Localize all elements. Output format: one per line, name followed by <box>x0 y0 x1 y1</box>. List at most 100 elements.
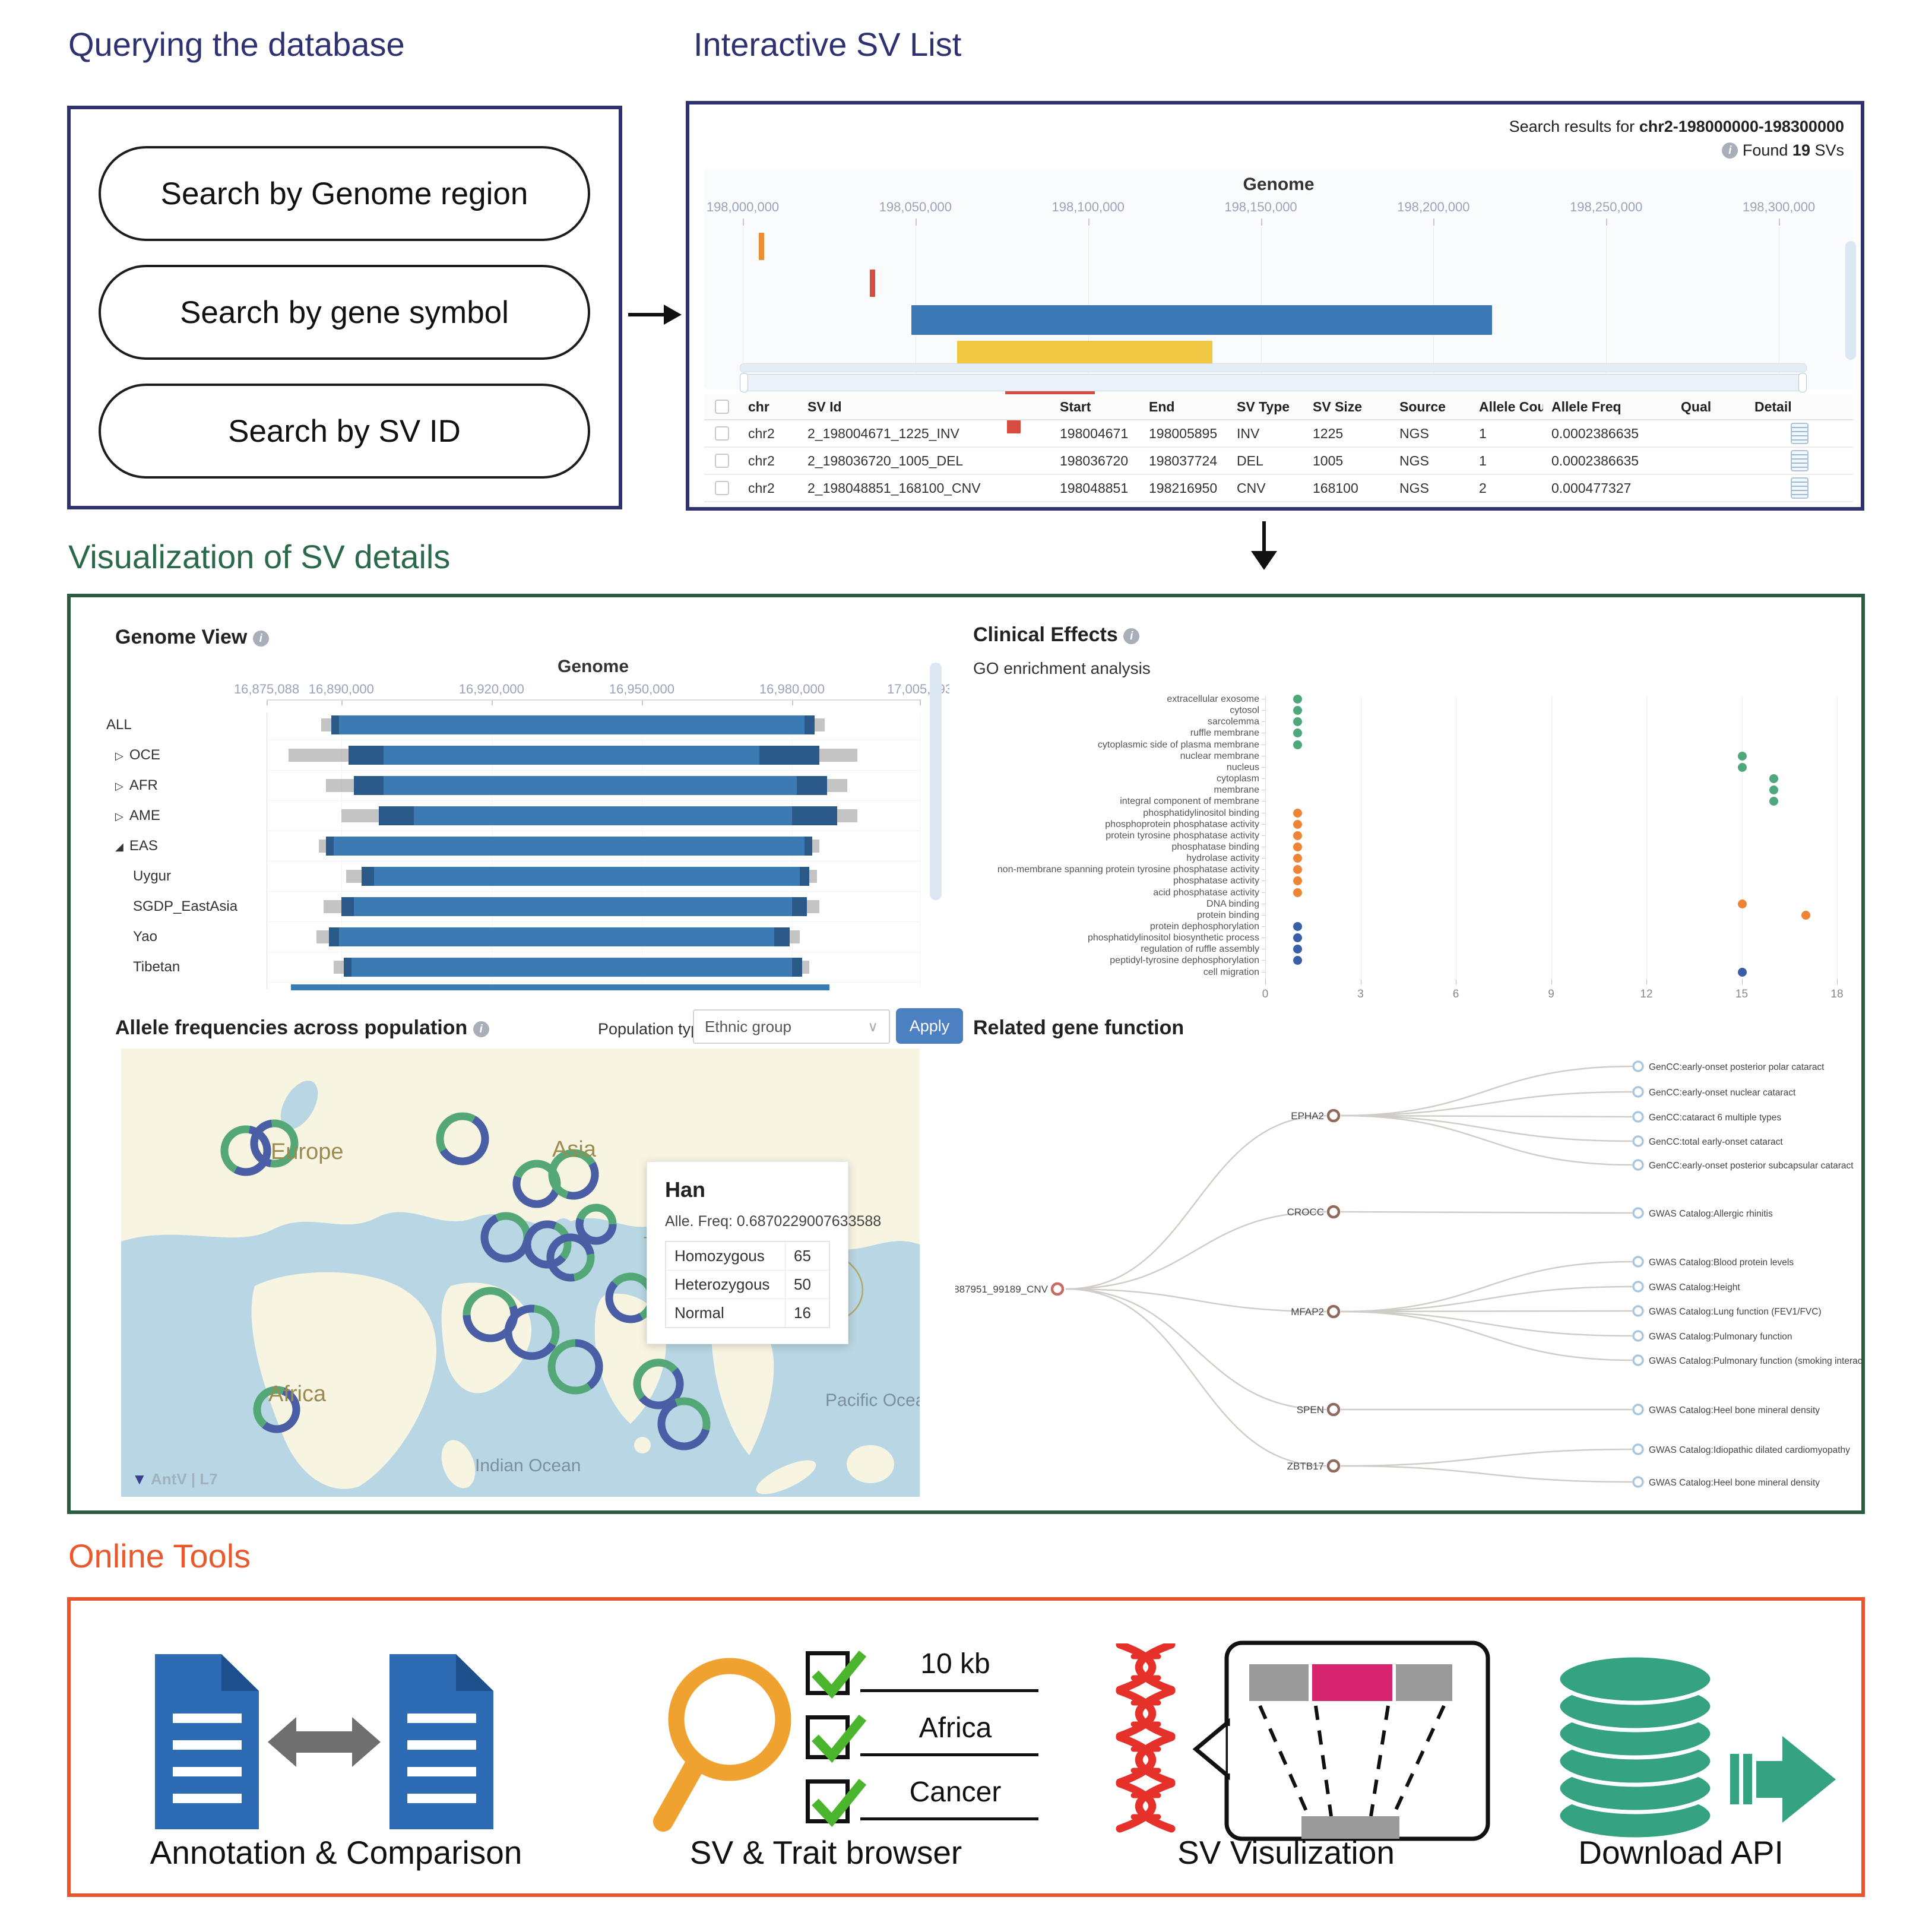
table-cell[interactable] <box>704 475 740 502</box>
detail-icon[interactable] <box>1791 450 1809 471</box>
go-term-dot[interactable] <box>1293 888 1302 897</box>
brush-handle-right[interactable] <box>1798 373 1807 392</box>
allele-donut-blue[interactable] <box>544 1145 603 1203</box>
gv-bar[interactable] <box>328 927 790 946</box>
table-cell[interactable] <box>1673 475 1746 502</box>
gene-node[interactable] <box>1326 1304 1341 1319</box>
allele-donut-blue[interactable] <box>656 1396 711 1451</box>
apply-button[interactable]: Apply <box>896 1008 963 1044</box>
tool-download-api[interactable]: Download API <box>1578 1834 1784 1871</box>
go-term-dot[interactable] <box>1293 706 1302 715</box>
population-row-label[interactable]: ▷ AME <box>115 807 160 824</box>
go-term-dot[interactable] <box>1293 717 1302 727</box>
go-term-dot[interactable] <box>1737 967 1747 977</box>
tool-sv-trait-browser[interactable]: SV & Trait browser <box>689 1834 962 1871</box>
table-cell[interactable] <box>1673 420 1746 448</box>
table-cell[interactable]: 2_198036720_1005_DEL <box>799 448 1051 475</box>
table-cell[interactable]: NGS <box>1391 420 1471 448</box>
row-checkbox[interactable] <box>715 481 729 495</box>
allele-donut-blue[interactable] <box>601 1269 660 1327</box>
table-cell[interactable]: INV <box>1228 420 1304 448</box>
sv-bar[interactable] <box>759 233 765 260</box>
gv-bar[interactable] <box>331 715 815 734</box>
population-row-label[interactable]: ▷ OCE <box>115 747 160 763</box>
gene-node[interactable] <box>1326 1108 1341 1123</box>
go-term-dot[interactable] <box>1769 797 1778 806</box>
collapsed-tree-toggle-icon[interactable]: ▷ <box>115 750 123 762</box>
table-cell[interactable]: 1225 <box>1304 420 1391 448</box>
table-cell[interactable] <box>704 420 740 448</box>
population-type-select[interactable]: Ethnic group ∨ <box>693 1009 890 1044</box>
go-term-dot[interactable] <box>1801 910 1810 920</box>
table-cell[interactable] <box>1746 420 1853 448</box>
checklist-option-label[interactable]: Cancer <box>909 1776 1002 1808</box>
trait-node[interactable] <box>1632 1305 1644 1317</box>
checklist-option-label[interactable]: Africa <box>919 1712 992 1744</box>
info-icon[interactable]: i <box>252 631 269 647</box>
trait-node[interactable] <box>1632 1207 1644 1219</box>
trait-node[interactable] <box>1632 1256 1644 1268</box>
go-term-dot[interactable] <box>1293 933 1302 943</box>
genome-view-chart[interactable]: 16,875,088 16,890,000 16,920,000 16,950,000… <box>71 597 949 992</box>
go-term-dot[interactable] <box>1293 831 1302 840</box>
go-term-dot[interactable] <box>1769 786 1778 795</box>
gv-bar[interactable] <box>353 776 827 795</box>
table-cell[interactable]: 198005895 <box>1141 420 1228 448</box>
population-row-label[interactable]: ALL <box>106 717 132 733</box>
table-cell[interactable]: 198048851 <box>1051 475 1141 502</box>
gv-bar[interactable] <box>326 837 812 856</box>
detail-icon[interactable] <box>1791 423 1809 444</box>
go-term-dot[interactable] <box>1293 729 1302 738</box>
gv-bar[interactable] <box>361 867 810 886</box>
row-checkbox[interactable] <box>715 454 729 468</box>
trait-node[interactable] <box>1632 1086 1644 1098</box>
gv-bar[interactable] <box>379 806 837 825</box>
trait-node[interactable] <box>1632 1404 1644 1415</box>
table-cell[interactable]: 0.0002386635 <box>1543 448 1673 475</box>
table-cell[interactable]: chr2 <box>740 475 799 502</box>
table-cell[interactable]: 1005 <box>1304 448 1391 475</box>
sv-bar[interactable] <box>869 270 875 297</box>
trait-node[interactable] <box>1632 1159 1644 1171</box>
go-term-dot[interactable] <box>1293 842 1302 851</box>
gene-node[interactable] <box>1326 1459 1341 1473</box>
population-row-label[interactable]: Uygur <box>133 868 172 884</box>
trait-node[interactable] <box>1632 1060 1644 1072</box>
table-cell[interactable]: 2_198048851_168100_CNV <box>799 475 1051 502</box>
trait-node[interactable] <box>1632 1476 1644 1488</box>
sv-root-node[interactable] <box>1050 1282 1065 1296</box>
table-cell[interactable]: 198216950 <box>1141 475 1228 502</box>
table-cell[interactable] <box>1673 448 1746 475</box>
search-by-gene-symbol-button[interactable]: Search by gene symbol <box>99 265 590 360</box>
go-term-dot[interactable] <box>1293 740 1302 749</box>
table-cell[interactable]: 2 <box>1471 475 1543 502</box>
allele-donut-blue[interactable] <box>220 1125 271 1176</box>
gene-node[interactable] <box>1326 1205 1341 1219</box>
go-term-dot[interactable] <box>1293 945 1302 954</box>
track-minimap[interactable] <box>740 363 1807 372</box>
track-brush[interactable] <box>740 374 1807 391</box>
population-row-label[interactable]: Tibetan <box>133 959 180 975</box>
table-cell[interactable]: chr2 <box>740 448 799 475</box>
table-cell[interactable]: 0.000477327 <box>1543 475 1673 502</box>
genome-view-scrollbar[interactable] <box>930 663 942 900</box>
tool-annotation-comparison[interactable]: Annotation & Comparison <box>150 1834 522 1871</box>
population-row-label[interactable]: SGDP_EastAsia <box>133 898 238 914</box>
allele-donut-blue[interactable] <box>250 1119 299 1168</box>
table-cell[interactable]: 198004671 <box>1051 420 1141 448</box>
go-term-dot[interactable] <box>1293 865 1302 875</box>
brush-handle-left[interactable] <box>740 373 748 392</box>
info-icon[interactable]: i <box>473 1021 489 1037</box>
allele-donut-blue[interactable] <box>575 1203 617 1245</box>
trait-node[interactable] <box>1632 1111 1644 1123</box>
detail-icon[interactable] <box>1791 477 1809 499</box>
allele-donut-blue[interactable] <box>499 1300 564 1364</box>
table-cell[interactable]: 1 <box>1471 420 1543 448</box>
table-cell[interactable]: chr2 <box>740 420 799 448</box>
gv-bar[interactable] <box>344 958 802 977</box>
chart-scrollbar[interactable] <box>1845 241 1856 360</box>
gene-node[interactable] <box>1326 1402 1341 1417</box>
row-checkbox[interactable] <box>715 400 729 414</box>
go-term-dot[interactable] <box>1293 695 1302 704</box>
go-term-dot[interactable] <box>1737 762 1747 772</box>
